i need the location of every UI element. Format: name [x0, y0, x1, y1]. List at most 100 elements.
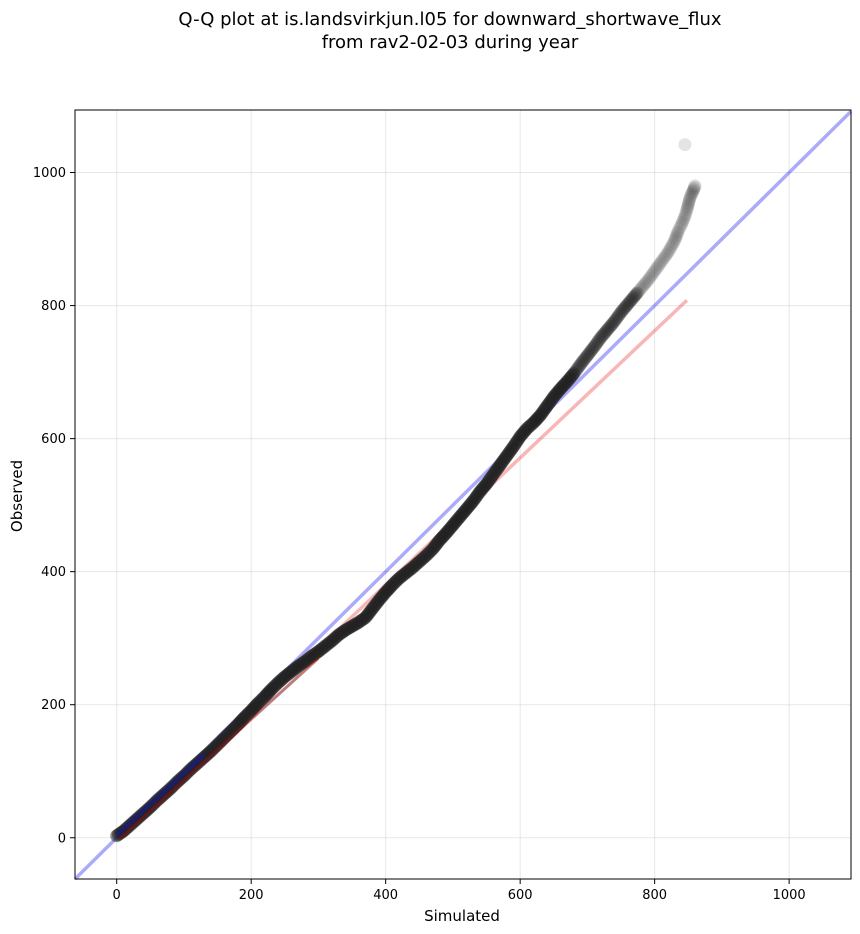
data-point — [601, 323, 615, 337]
data-point — [687, 183, 701, 197]
data-point — [684, 189, 698, 203]
x-tick-label: 600 — [508, 888, 533, 903]
data-point — [582, 347, 596, 361]
data-point — [666, 237, 680, 251]
data-point — [621, 297, 635, 311]
data-point — [648, 264, 662, 278]
data-point — [587, 340, 601, 354]
data-point — [605, 318, 619, 332]
data-point — [618, 300, 632, 314]
data-point — [598, 326, 612, 340]
data-point — [619, 299, 633, 313]
data-point — [632, 284, 646, 298]
overlay-bands — [114, 657, 320, 840]
data-point — [681, 197, 695, 211]
y-tick-label: 1000 — [33, 166, 66, 181]
data-point — [590, 336, 604, 350]
data-point — [660, 247, 674, 261]
data-point — [675, 215, 689, 229]
data-point — [634, 281, 648, 295]
y-tick-label: 0 — [58, 831, 66, 846]
data-point — [579, 350, 593, 364]
y-tick-label: 400 — [41, 565, 66, 580]
data-point — [572, 359, 586, 373]
data-point — [626, 291, 640, 305]
x-tick-label: 0 — [113, 888, 121, 903]
data-point — [669, 230, 683, 244]
data-point — [629, 288, 643, 302]
data-points — [110, 138, 702, 843]
data-point — [668, 233, 682, 247]
data-point — [637, 278, 651, 292]
data-point — [603, 319, 617, 333]
data-point — [602, 321, 616, 335]
data-point — [640, 275, 654, 289]
data-point — [685, 185, 699, 199]
data-point — [682, 194, 696, 208]
x-axis-label: Simulated — [424, 907, 500, 925]
plot-frame — [74, 109, 852, 880]
data-point — [646, 266, 660, 280]
data-point — [576, 354, 590, 368]
data-point — [625, 292, 639, 306]
y-tick-label: 600 — [41, 432, 66, 447]
data-point — [671, 226, 685, 240]
low-band-line — [114, 752, 206, 837]
data-point — [595, 329, 609, 343]
data-point — [671, 224, 685, 238]
data-point — [593, 332, 607, 346]
data-point — [670, 228, 684, 242]
data-point — [638, 276, 652, 290]
y-axis-ticks: 0 200 400 600 800 1000 — [33, 166, 75, 846]
data-point — [575, 355, 589, 369]
data-point — [597, 327, 611, 341]
data-point — [681, 199, 695, 213]
data-point — [663, 241, 677, 255]
data-point — [688, 179, 702, 193]
data-point — [641, 273, 655, 287]
data-point — [571, 361, 585, 375]
x-axis-ticks: 0 200 400 600 800 1000 — [113, 879, 806, 903]
data-point — [568, 365, 582, 379]
data-point — [636, 280, 650, 294]
data-point — [654, 255, 668, 269]
chart-title-line-1: Q-Q plot at is.landsvirkjun.l05 for down… — [178, 9, 722, 30]
data-point — [667, 235, 681, 249]
data-point — [662, 243, 676, 257]
data-point — [633, 283, 647, 297]
x-tick-label: 800 — [642, 888, 667, 903]
data-point — [583, 345, 597, 359]
data-point — [570, 363, 584, 377]
data-point — [682, 196, 696, 210]
data-point — [673, 220, 687, 234]
data-point — [652, 258, 666, 272]
data-point — [656, 253, 670, 267]
data-point — [687, 181, 701, 195]
data-point — [591, 334, 605, 348]
data-point — [610, 311, 624, 325]
data-point — [567, 366, 581, 380]
data-point — [586, 342, 600, 356]
data-point — [606, 316, 620, 330]
data-point — [676, 213, 690, 227]
data-point — [661, 245, 675, 259]
data-point — [645, 268, 659, 282]
data-point — [642, 271, 656, 285]
x-tick-label: 200 — [239, 888, 264, 903]
data-point — [683, 192, 697, 206]
y-tick-label: 800 — [41, 299, 66, 314]
data-point — [574, 357, 588, 371]
data-point — [658, 249, 672, 263]
data-point — [688, 180, 702, 194]
data-point — [627, 289, 641, 303]
y-axis-label: Observed — [8, 460, 26, 532]
data-point — [611, 309, 625, 323]
data-point — [622, 296, 636, 310]
data-point — [630, 286, 644, 300]
data-point — [685, 187, 699, 201]
data-point — [594, 331, 608, 345]
data-point — [607, 315, 621, 329]
data-point — [678, 138, 692, 152]
data-point — [644, 270, 658, 284]
